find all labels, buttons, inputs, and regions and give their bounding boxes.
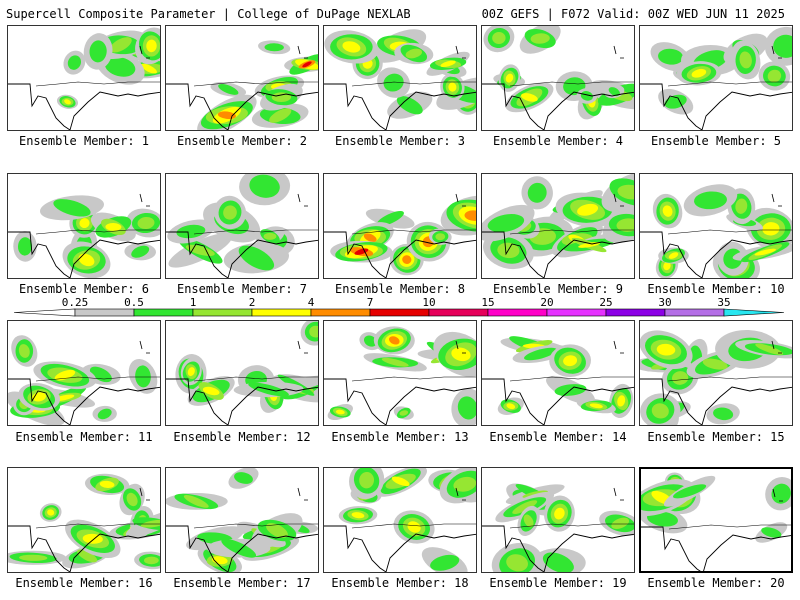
ensemble-member-label: Ensemble Member: 2 bbox=[176, 134, 308, 148]
ensemble-panel-20[interactable] bbox=[639, 467, 793, 573]
ensemble-member-label: Ensemble Member: 1 bbox=[18, 134, 150, 148]
scp-field-map bbox=[8, 473, 160, 572]
colorbar-tick-label: 0.5 bbox=[124, 296, 144, 309]
colorbar-tick-label: 20 bbox=[540, 296, 553, 309]
colorbar-low-arrow bbox=[13, 308, 76, 317]
ensemble-member-label: Ensemble Member: 17 bbox=[173, 576, 311, 590]
ensemble-panel-5[interactable] bbox=[639, 25, 793, 131]
colorbar-tick-label: 1 bbox=[190, 296, 197, 309]
ensemble-member-label: Ensemble Member: 14 bbox=[489, 430, 627, 444]
scp-field-map bbox=[324, 29, 476, 130]
ensemble-panel-2[interactable] bbox=[165, 25, 319, 131]
ensemble-panel-10[interactable] bbox=[639, 173, 793, 279]
colorbar-tick-label: 4 bbox=[308, 296, 315, 309]
ensemble-member-label: Ensemble Member: 6 bbox=[18, 282, 150, 296]
ensemble-panel-8[interactable] bbox=[323, 173, 477, 279]
ensemble-panel-11[interactable] bbox=[7, 320, 161, 426]
scp-field-map bbox=[324, 468, 476, 572]
scp-field-map bbox=[166, 174, 318, 278]
colorbar-high-arrow bbox=[723, 308, 785, 317]
scp-field-map bbox=[641, 472, 791, 571]
colorbar-tick-label: 0.25 bbox=[62, 296, 89, 309]
scp-field-map bbox=[324, 193, 476, 278]
colorbar-tick-label: 25 bbox=[599, 296, 612, 309]
colorbar-tick-label: 15 bbox=[481, 296, 494, 309]
scp-field-map bbox=[8, 335, 160, 425]
ensemble-member-label: Ensemble Member: 5 bbox=[650, 134, 782, 148]
ensemble-member-label: Ensemble Member: 20 bbox=[647, 576, 785, 590]
scp-field-map bbox=[8, 193, 160, 278]
colorbar-tick-label: 35 bbox=[717, 296, 730, 309]
colorbar-segment bbox=[546, 308, 607, 317]
scp-field-map bbox=[166, 468, 318, 572]
scp-field-map bbox=[324, 326, 476, 425]
colorbar-tick-label: 7 bbox=[367, 296, 374, 309]
scp-field-map bbox=[482, 336, 634, 425]
colorbar-segment bbox=[664, 308, 725, 317]
scp-field-map bbox=[8, 27, 160, 130]
ensemble-panel-4[interactable] bbox=[481, 25, 635, 131]
ensemble-member-label: Ensemble Member: 4 bbox=[492, 134, 624, 148]
ensemble-panel-15[interactable] bbox=[639, 320, 793, 426]
scp-field-map bbox=[166, 40, 318, 130]
scp-field-map bbox=[640, 184, 792, 278]
ensemble-member-label: Ensemble Member: 15 bbox=[647, 430, 785, 444]
ensemble-member-label: Ensemble Member: 16 bbox=[15, 576, 153, 590]
ensemble-panel-18[interactable] bbox=[323, 467, 477, 573]
colorbar-tick-label: 30 bbox=[658, 296, 671, 309]
color-scale-bar: 0.25 0.5 1 2 4 7 10 15 20 25 30 35 bbox=[13, 296, 785, 317]
colorbar-segment bbox=[310, 308, 371, 317]
colorbar-segment bbox=[369, 308, 430, 317]
scp-field-map bbox=[482, 483, 634, 572]
ensemble-member-label: Ensemble Member: 12 bbox=[173, 430, 311, 444]
ensemble-panel-16[interactable] bbox=[7, 467, 161, 573]
ensemble-member-label: Ensemble Member: 9 bbox=[492, 282, 624, 296]
scp-field-map bbox=[640, 329, 792, 425]
scp-field-map bbox=[482, 26, 634, 130]
scp-field-map bbox=[166, 321, 318, 425]
ensemble-member-label: Ensemble Member: 11 bbox=[15, 430, 153, 444]
ensemble-member-label: Ensemble Member: 8 bbox=[334, 282, 466, 296]
colorbar-segment bbox=[192, 308, 253, 317]
ensemble-panel-17[interactable] bbox=[165, 467, 319, 573]
ensemble-member-label: Ensemble Member: 3 bbox=[334, 134, 466, 148]
ensemble-panel-12[interactable] bbox=[165, 320, 319, 426]
ensemble-member-label: Ensemble Member: 19 bbox=[489, 576, 627, 590]
colorbar-segment bbox=[428, 308, 489, 317]
ensemble-panel-3[interactable] bbox=[323, 25, 477, 131]
colorbar-segment bbox=[487, 308, 548, 317]
ensemble-panel-7[interactable] bbox=[165, 173, 319, 279]
colorbar-segment bbox=[133, 308, 194, 317]
ensemble-panel-14[interactable] bbox=[481, 320, 635, 426]
ensemble-panel-13[interactable] bbox=[323, 320, 477, 426]
ensemble-member-label: Ensemble Member: 13 bbox=[331, 430, 469, 444]
ensemble-panel-19[interactable] bbox=[481, 467, 635, 573]
ensemble-member-label: Ensemble Member: 18 bbox=[331, 576, 469, 590]
ensemble-panel-6[interactable] bbox=[7, 173, 161, 279]
ensemble-panel-9[interactable] bbox=[481, 173, 635, 279]
colorbar-segment bbox=[605, 308, 666, 317]
colorbar-tick-label: 2 bbox=[249, 296, 256, 309]
colorbar-segment bbox=[251, 308, 312, 317]
scp-field-map bbox=[640, 26, 792, 130]
colorbar-segment bbox=[74, 308, 135, 317]
ensemble-panel-1[interactable] bbox=[7, 25, 161, 131]
scp-field-map bbox=[482, 174, 634, 278]
ensemble-member-label: Ensemble Member: 7 bbox=[176, 282, 308, 296]
colorbar-tick-label: 10 bbox=[422, 296, 435, 309]
page-title: Supercell Composite Parameter | College … bbox=[6, 7, 411, 21]
ensemble-member-label: Ensemble Member: 10 bbox=[647, 282, 785, 296]
run-valid-time: 00Z GEFS | F072 Valid: 00Z WED JUN 11 20… bbox=[481, 7, 785, 21]
